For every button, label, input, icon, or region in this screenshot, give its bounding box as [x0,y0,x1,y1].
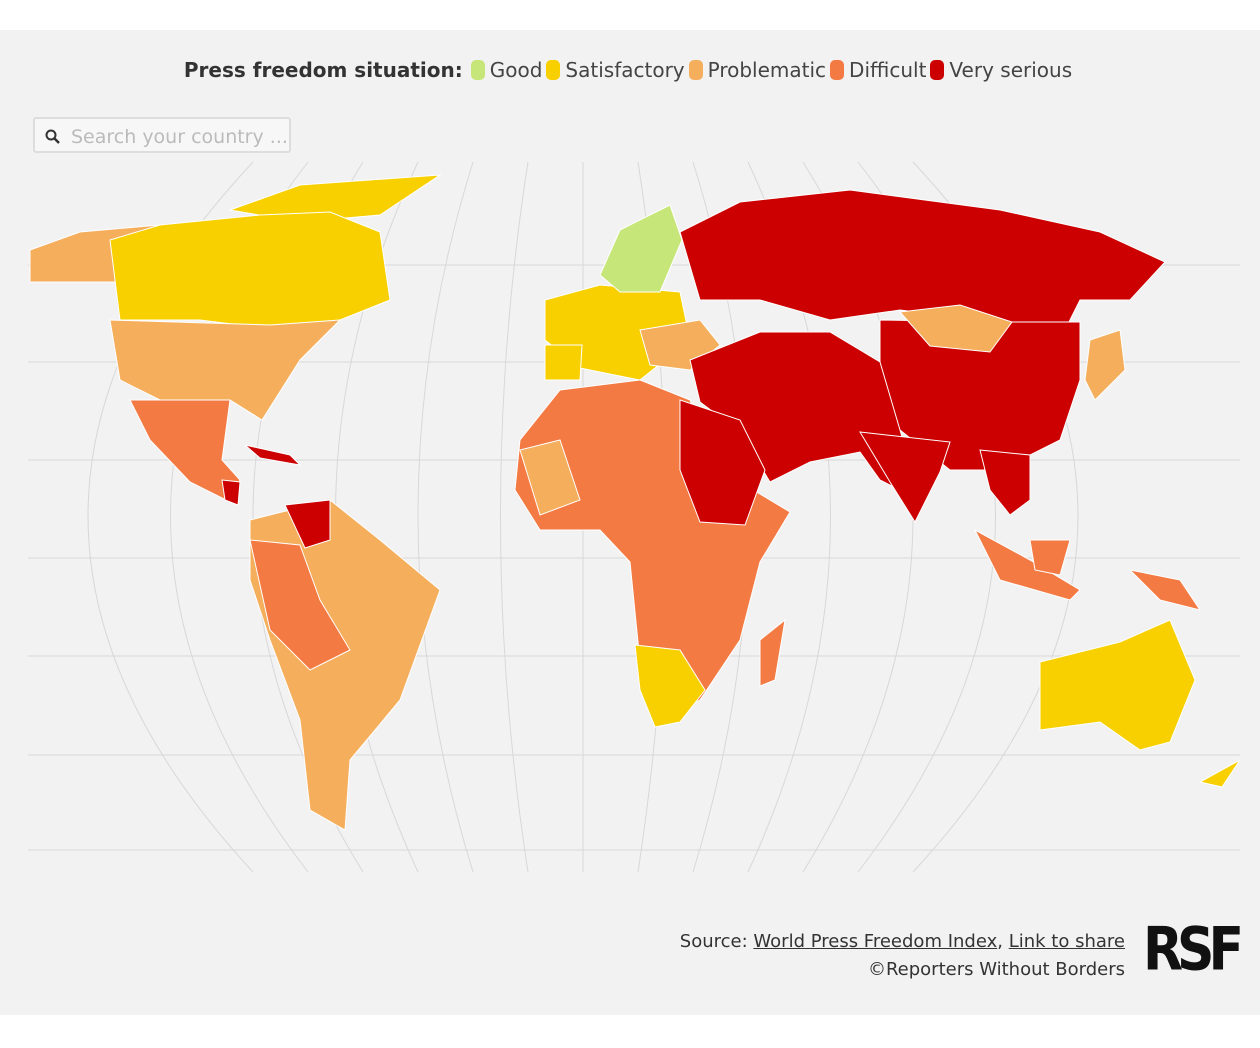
legend-item: Difficult [830,58,926,82]
legend-item: Good [470,58,543,82]
country[interactable] [519,439,581,516]
country[interactable] [979,449,1031,516]
country[interactable] [859,431,951,524]
country[interactable] [679,399,766,526]
country[interactable] [109,211,391,331]
copyright: ©Reporters Without Borders [867,959,1125,980]
legend-label: Problematic [707,58,827,82]
logo: RSF [1143,915,1244,985]
map-panel: Press freedom situation: Good Satisfactory… [0,30,1260,1015]
country[interactable] [898,304,1013,353]
footer: Source: World Press Freedom Index, Link … [680,928,1125,984]
legend-label: Very serious [949,58,1073,82]
country[interactable] [1029,539,1071,576]
country[interactable] [973,528,1081,601]
country[interactable] [679,189,1166,341]
country[interactable] [599,204,683,293]
world-map [28,161,1241,873]
country[interactable] [221,479,241,506]
country[interactable] [1198,759,1241,788]
country[interactable] [1084,329,1126,401]
share-link[interactable]: Link to share [1008,931,1125,952]
source-label: Source: [679,931,748,952]
legend-item: Problematic [688,58,827,82]
separator: , [997,931,1003,952]
country[interactable] [759,618,786,687]
country[interactable] [1039,619,1196,751]
legend: Press freedom situation: Good Satisfactory… [0,58,1260,82]
country[interactable] [634,644,706,728]
country[interactable] [249,539,351,671]
search-box[interactable]: Search your country ... [33,117,291,153]
legend-label: Satisfactory [565,58,685,82]
legend-swatch [688,60,703,80]
legend-title: Press freedom situation: [183,58,463,82]
legend-item: Very serious [930,58,1072,82]
graticule [500,161,529,873]
graticule [417,161,474,873]
country[interactable] [244,444,302,466]
legend-swatch [546,60,561,80]
search-placeholder: Search your country ... [71,126,288,148]
legend-label: Good [489,58,543,82]
legend-label: Difficult [849,58,927,82]
country[interactable] [544,344,583,381]
country[interactable] [109,319,342,421]
source-link[interactable]: World Press Freedom Index [753,931,998,952]
country[interactable] [514,379,791,721]
search-icon [45,129,60,144]
country[interactable] [284,499,331,549]
country[interactable] [1128,569,1202,611]
legend-item: Satisfactory [546,58,685,82]
legend-swatch [470,60,485,80]
legend-swatch [930,60,945,80]
legend-swatch [830,60,845,80]
